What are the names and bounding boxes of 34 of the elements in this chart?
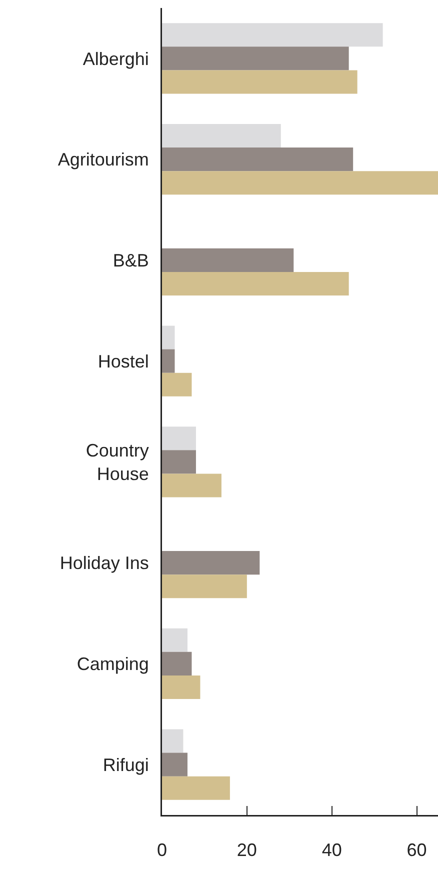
bar xyxy=(162,450,196,474)
bar xyxy=(162,729,184,753)
y-tick-label: Rifugi xyxy=(102,754,149,775)
x-tick-label: 40 xyxy=(322,840,342,860)
x-tick-label: 0 xyxy=(156,840,168,860)
y-tick-label: B&B xyxy=(112,250,149,270)
bar xyxy=(162,349,175,373)
bar xyxy=(162,551,260,575)
y-tick-label: Hostel xyxy=(98,351,149,372)
bar xyxy=(162,574,247,598)
y-tick-label: Holiday Ins xyxy=(60,553,149,574)
bar xyxy=(162,752,188,776)
x-tick-label: 20 xyxy=(236,840,257,860)
bar xyxy=(162,171,438,195)
bar xyxy=(162,23,383,47)
bar xyxy=(162,46,349,70)
y-tick-label: Country House xyxy=(86,440,149,484)
bar xyxy=(162,776,230,800)
y-tick-label: Camping xyxy=(76,654,149,674)
bar xyxy=(162,272,349,296)
bar xyxy=(162,426,196,450)
bar xyxy=(162,124,281,148)
x-tick-label: 60 xyxy=(406,840,427,860)
y-tick-label: Agritourism xyxy=(58,150,149,170)
bar xyxy=(162,628,188,652)
bar xyxy=(162,248,294,272)
bar xyxy=(162,652,192,676)
bar xyxy=(162,326,175,350)
bar xyxy=(162,148,354,172)
bar xyxy=(162,474,222,498)
y-tick-label: Alberghi xyxy=(82,48,149,69)
bar xyxy=(162,70,358,94)
bar xyxy=(162,372,192,396)
bar xyxy=(162,675,200,699)
